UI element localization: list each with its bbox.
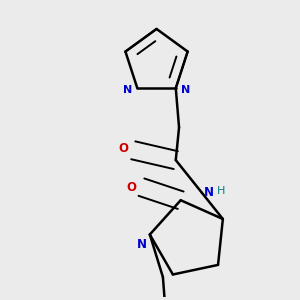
Text: N: N xyxy=(181,85,190,95)
Text: O: O xyxy=(118,142,128,155)
Text: O: O xyxy=(127,181,136,194)
Text: N: N xyxy=(123,85,132,95)
Text: N: N xyxy=(204,186,214,199)
Text: H: H xyxy=(217,186,225,196)
Text: N: N xyxy=(136,238,146,251)
